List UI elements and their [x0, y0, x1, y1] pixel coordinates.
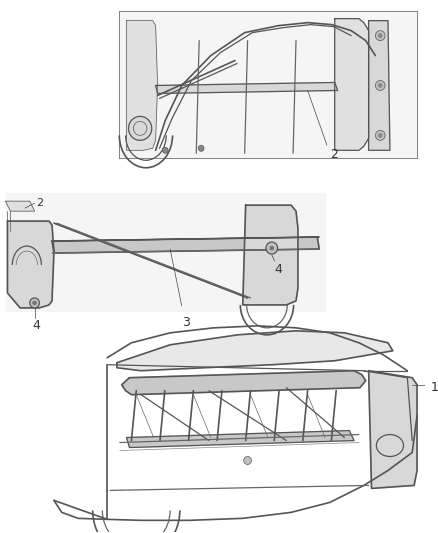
Text: 1: 1: [431, 381, 438, 394]
Polygon shape: [6, 193, 325, 311]
Circle shape: [270, 246, 274, 250]
Polygon shape: [127, 21, 158, 150]
Text: 2: 2: [330, 148, 338, 161]
Polygon shape: [243, 205, 298, 305]
Text: 3: 3: [182, 316, 190, 329]
Circle shape: [378, 84, 382, 87]
Circle shape: [378, 34, 382, 38]
Polygon shape: [369, 21, 390, 150]
Circle shape: [378, 133, 382, 138]
Polygon shape: [52, 237, 319, 253]
Circle shape: [375, 30, 385, 41]
Text: 2: 2: [36, 198, 44, 208]
Polygon shape: [122, 371, 366, 394]
Circle shape: [266, 242, 278, 254]
Circle shape: [198, 146, 204, 151]
Polygon shape: [119, 11, 417, 158]
Circle shape: [375, 131, 385, 140]
Circle shape: [162, 147, 168, 154]
Text: 4: 4: [275, 263, 283, 276]
Polygon shape: [117, 331, 393, 371]
Circle shape: [30, 298, 39, 308]
Polygon shape: [369, 371, 417, 488]
Circle shape: [33, 301, 36, 305]
Text: 4: 4: [33, 319, 41, 332]
Polygon shape: [335, 19, 369, 150]
Polygon shape: [155, 83, 338, 93]
Circle shape: [244, 456, 251, 464]
Polygon shape: [7, 221, 54, 308]
Polygon shape: [52, 237, 319, 241]
Polygon shape: [127, 431, 354, 448]
Circle shape: [128, 116, 152, 140]
Polygon shape: [6, 201, 35, 211]
Circle shape: [375, 80, 385, 91]
